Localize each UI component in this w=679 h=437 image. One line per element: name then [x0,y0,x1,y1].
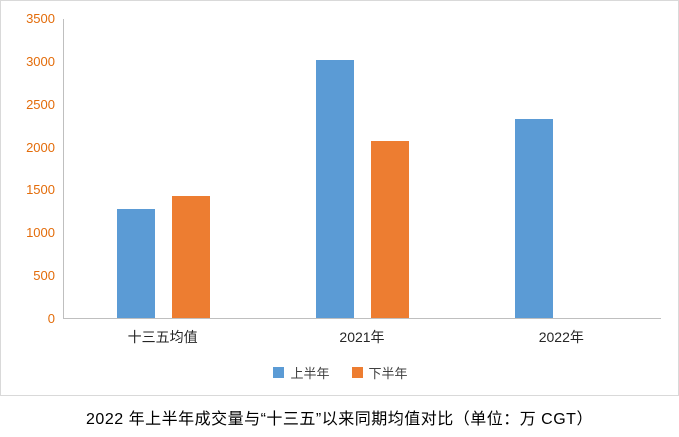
bar-group-2022年 [462,19,661,318]
legend-item-下半年: 下半年 [351,363,408,382]
y-tick-label: 500 [33,268,55,284]
y-axis-labels: 0 500 1000 1500 2000 2500 3000 3500 [9,11,55,326]
bar-上半年-十三五均值 [117,209,155,318]
plot-wrap [63,19,661,319]
x-axis-label-2021年: 2021年 [339,329,385,345]
chart-box: 0 500 1000 1500 2000 2500 3000 3500 十三五均值 2021年 2… [0,0,679,396]
bar-下半年-十三五均值 [172,196,210,318]
legend-item-上半年: 上半年 [273,363,330,382]
y-tick-label: 2000 [26,139,55,155]
bar-上半年-2021年 [316,60,354,318]
x-axis-label-2022年: 2022年 [538,329,584,345]
legend: 上半年 下半年 [1,363,679,382]
y-tick-label: 2500 [26,96,55,112]
y-tick-label: 1500 [26,182,55,198]
y-tick-label: 3000 [26,53,55,69]
legend-swatch-icon [351,367,363,378]
x-axis-label-十三五均值: 十三五均值 [127,329,198,345]
y-tick-label: 1000 [26,225,55,241]
bar-group-十三五均值 [64,19,263,318]
bar-下半年-2021年 [371,140,409,318]
bar-上半年-2022年 [515,119,553,318]
legend-label: 下半年 [368,366,408,381]
legend-label: 上半年 [290,366,330,381]
bar-group-2021年 [263,19,462,318]
y-tick-label: 3500 [26,11,55,26]
plot-area [63,19,661,319]
legend-swatch-icon [273,367,285,378]
x-axis-labels: 十三五均值 2021年 2022年 [63,327,661,347]
chart-caption: 2022 年上半年成交量与“十三五”以来同期均值对比（单位：万 CGT） [86,410,593,428]
caption-bar: 2022 年上半年成交量与“十三五”以来同期均值对比（单位：万 CGT） [0,396,679,437]
y-tick-label: 0 [47,311,55,326]
